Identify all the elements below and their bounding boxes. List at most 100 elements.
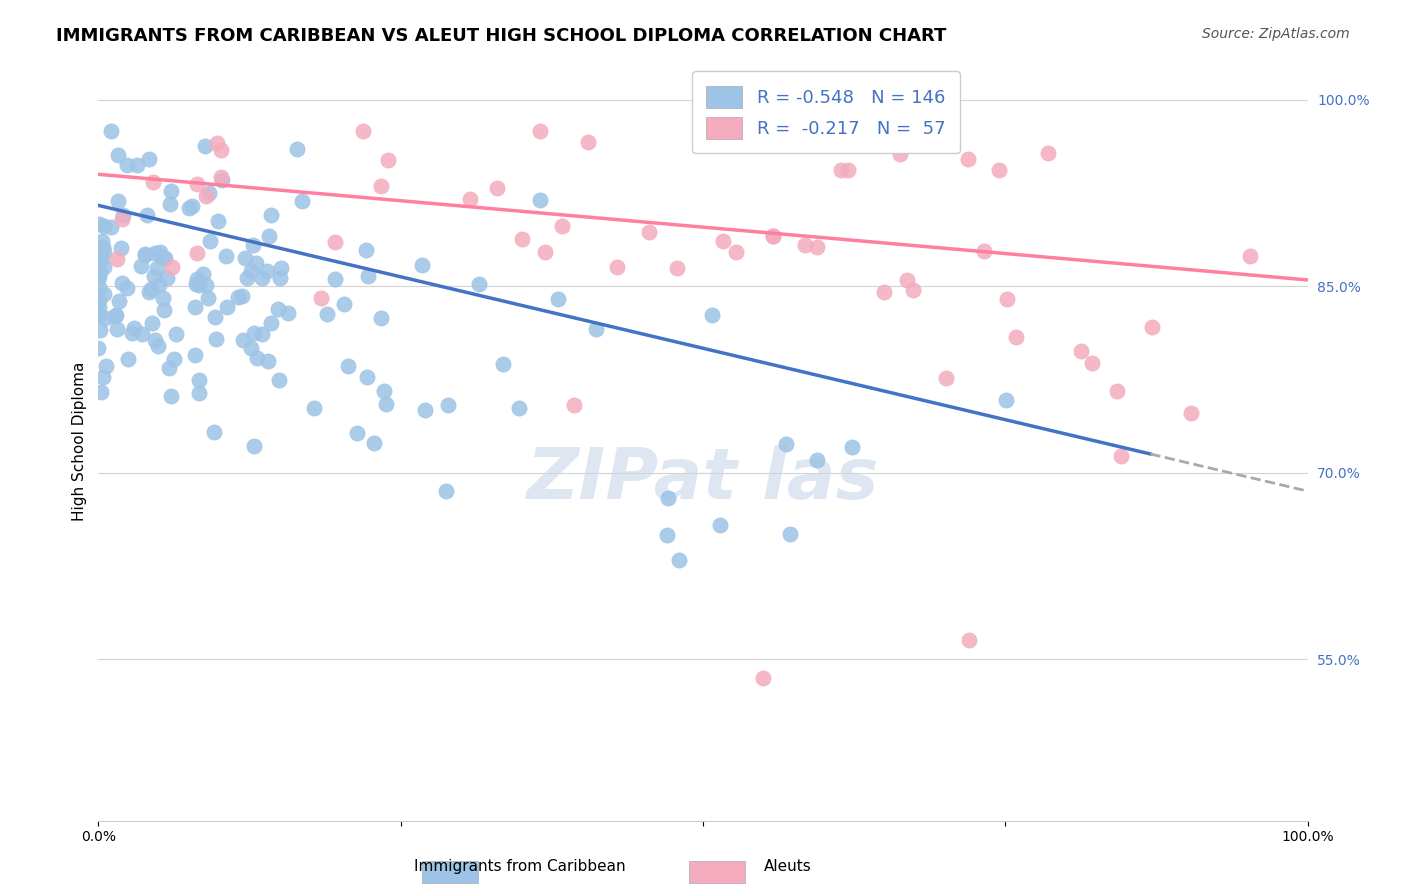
Point xyxy=(110,241,132,255)
Point xyxy=(277,306,299,320)
Point xyxy=(357,269,380,284)
Point xyxy=(260,316,283,330)
Point xyxy=(458,192,481,206)
Point xyxy=(191,267,214,281)
Point xyxy=(316,307,339,321)
Point xyxy=(373,384,395,398)
Point xyxy=(267,302,290,317)
Point xyxy=(806,240,828,254)
Point xyxy=(436,484,458,499)
Point xyxy=(105,252,128,266)
Point xyxy=(841,440,863,454)
Point xyxy=(179,202,201,216)
Point xyxy=(141,316,163,330)
Point xyxy=(197,292,219,306)
Point xyxy=(93,219,115,233)
Point xyxy=(239,341,262,355)
Point xyxy=(585,322,607,336)
Point xyxy=(270,261,292,276)
Point xyxy=(437,398,460,412)
Point xyxy=(935,370,957,384)
Point xyxy=(136,208,159,222)
Point xyxy=(711,234,734,248)
Point xyxy=(762,229,785,244)
Point xyxy=(160,389,183,403)
Point xyxy=(232,333,254,347)
Point xyxy=(323,235,346,249)
Point xyxy=(122,321,145,335)
Point xyxy=(363,436,385,450)
Point xyxy=(269,271,291,285)
Point xyxy=(291,194,314,209)
Point xyxy=(257,353,280,368)
Point xyxy=(808,130,831,145)
Point xyxy=(149,244,172,259)
Point xyxy=(1081,356,1104,370)
Point xyxy=(889,146,911,161)
Point xyxy=(370,311,392,326)
Point xyxy=(762,228,785,243)
Point xyxy=(413,403,436,417)
Point xyxy=(195,188,218,202)
Point xyxy=(668,552,690,566)
Point xyxy=(775,437,797,451)
Point xyxy=(87,293,110,307)
Point xyxy=(138,285,160,299)
Point xyxy=(89,323,111,337)
Point xyxy=(562,397,585,411)
Point xyxy=(233,251,256,265)
Point xyxy=(184,301,207,315)
Point xyxy=(181,199,204,213)
Point xyxy=(256,264,278,278)
Point xyxy=(142,176,165,190)
Point xyxy=(1239,250,1261,264)
Point xyxy=(576,135,599,149)
Point xyxy=(242,326,264,340)
Y-axis label: High School Diploma: High School Diploma xyxy=(72,362,87,521)
Point xyxy=(793,238,815,252)
Point xyxy=(533,244,555,259)
Point xyxy=(87,270,110,285)
Point xyxy=(93,245,115,260)
Point xyxy=(242,238,264,252)
Point xyxy=(188,386,211,401)
Point xyxy=(211,172,233,186)
Point xyxy=(356,369,378,384)
Point xyxy=(973,244,995,258)
Point xyxy=(143,246,166,260)
Point xyxy=(139,282,162,296)
Point xyxy=(356,244,378,258)
Point xyxy=(198,186,221,200)
Point xyxy=(638,225,661,239)
Point xyxy=(903,283,925,297)
Point xyxy=(529,193,551,207)
Point xyxy=(485,181,508,195)
Point xyxy=(1105,384,1128,399)
Point xyxy=(145,333,167,347)
Point xyxy=(207,213,229,227)
Point xyxy=(91,234,114,248)
Point xyxy=(551,219,574,233)
Point xyxy=(90,252,112,266)
Point xyxy=(93,240,115,254)
Point xyxy=(87,308,110,322)
Point xyxy=(269,374,291,388)
Point xyxy=(112,208,135,222)
Point xyxy=(336,359,359,373)
Point xyxy=(655,528,678,542)
Point xyxy=(725,245,748,260)
Point xyxy=(333,297,356,311)
Point xyxy=(104,308,127,322)
Point xyxy=(510,231,533,245)
Point xyxy=(702,308,724,322)
Point xyxy=(90,249,112,263)
Point xyxy=(956,152,979,166)
Point xyxy=(146,339,169,353)
Point xyxy=(138,152,160,166)
Point xyxy=(245,256,267,270)
Point xyxy=(184,348,207,362)
Point xyxy=(148,277,170,292)
Point xyxy=(153,303,176,318)
Legend: R = -0.548   N = 146, R =  -0.217   N =  57: R = -0.548 N = 146, R = -0.217 N = 57 xyxy=(692,71,960,153)
Point xyxy=(995,292,1018,306)
